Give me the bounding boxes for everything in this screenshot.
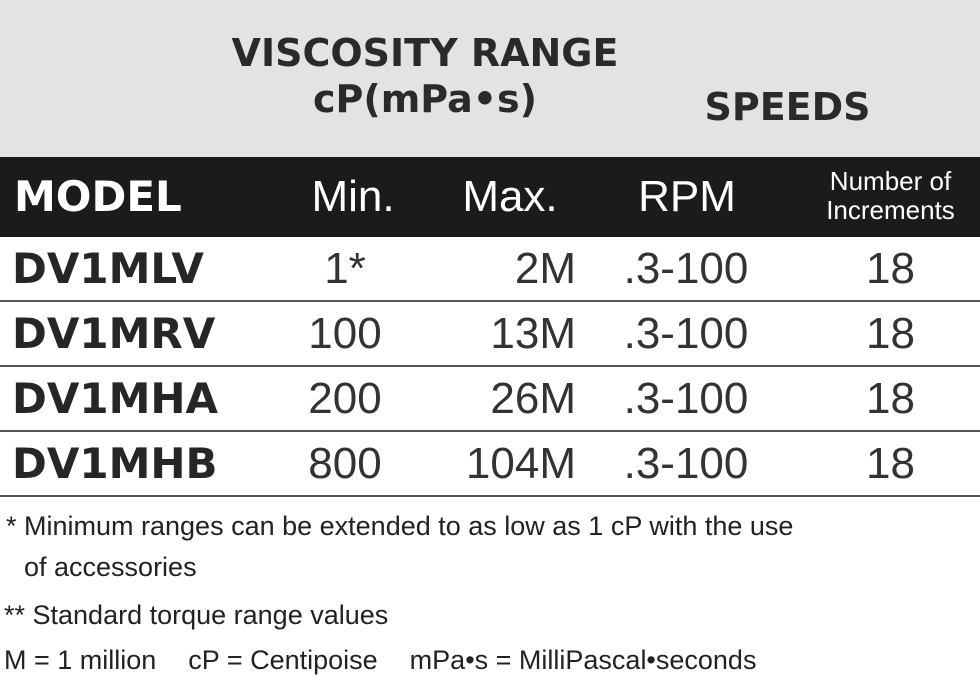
cell-increments: 18 (866, 439, 915, 488)
cell-max: 13M (490, 309, 576, 358)
legend-millipascal-seconds: mPa•s = MilliPascal•seconds (409, 645, 757, 675)
cell-min: 800 (308, 439, 382, 488)
cell-increments: 18 (866, 374, 915, 423)
footnote-minimum-ranges-cont: of accessories (24, 552, 197, 582)
cell-model: DV1MRV (12, 309, 216, 358)
group-header-band: VISCOSITY RANGE cP(mPa•s) SPEEDS (0, 0, 980, 157)
viscosity-range-unit: cP(mPa•s) (312, 77, 538, 121)
column-header-max: Max. (462, 172, 558, 221)
cell-model: DV1MLV (12, 244, 204, 293)
column-header-rpm: RPM (638, 172, 736, 221)
cell-rpm: .3-100 (623, 374, 749, 423)
legend-million: M = 1 million (4, 645, 157, 675)
table-row: DV1MHA 200 26M .3-100 18 (0, 367, 980, 432)
cell-max: 2M (514, 244, 576, 293)
viscosity-range-heading: VISCOSITY RANGE cP(mPa•s) (225, 30, 625, 122)
cell-rpm: .3-100 (623, 309, 749, 358)
cell-min: 1* (324, 244, 366, 293)
column-header-model: MODEL (14, 172, 182, 221)
table-row: DV1MRV 100 13M .3-100 18 (0, 302, 980, 367)
column-header-increments: Number of Increments (808, 167, 973, 225)
footnote-torque: ** Standard torque range values (4, 600, 389, 630)
cell-max: 104M (465, 439, 576, 488)
speeds-heading: SPEEDS (704, 85, 871, 129)
unit-legend: M = 1 million cP = Centipoise mPa•s = Mill… (4, 645, 756, 676)
cell-rpm: .3-100 (623, 244, 749, 293)
legend-centipoise: cP = Centipoise (188, 645, 378, 675)
cell-min: 100 (308, 309, 382, 358)
column-header-increments-line1: Number of (829, 166, 952, 196)
cell-model: DV1MHB (12, 439, 218, 488)
footnote-minimum-ranges: * Minimum ranges can be extended to as l… (6, 511, 794, 541)
table-row: DV1MHB 800 104M .3-100 18 (0, 432, 980, 497)
cell-model: DV1MHA (12, 374, 219, 423)
cell-increments: 18 (866, 244, 915, 293)
column-header-min: Min. (311, 172, 395, 221)
viscosity-range-title: VISCOSITY RANGE (231, 31, 619, 75)
cell-min: 200 (308, 374, 382, 423)
table-header-row: MODEL Min. Max. RPM Number of Increments (0, 157, 980, 237)
column-header-increments-line2: Increments (826, 195, 955, 225)
cell-max: 26M (490, 374, 576, 423)
cell-increments: 18 (866, 309, 915, 358)
table-row: DV1MLV 1* 2M .3-100 18 (0, 237, 980, 302)
cell-rpm: .3-100 (623, 439, 749, 488)
